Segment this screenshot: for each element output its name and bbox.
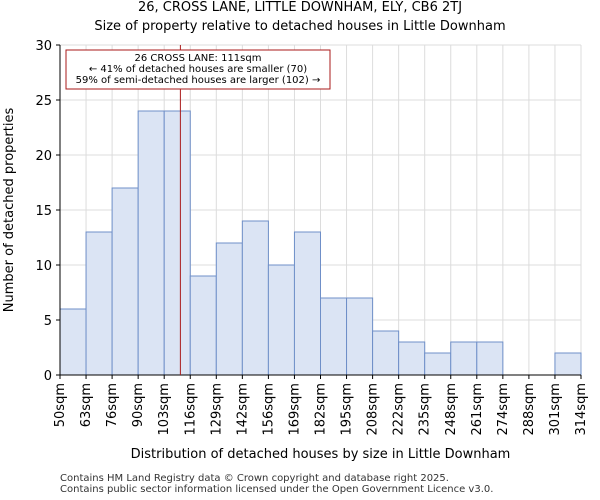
x-tick-label-50sqm: 50sqm	[53, 383, 68, 427]
bar-195sqm	[346, 297, 374, 376]
bar-156sqm	[267, 264, 295, 376]
x-axis-title: Distribution of detached houses by size …	[131, 447, 511, 462]
x-tick-label-222sqm: 222sqm	[392, 383, 407, 436]
bar-129sqm	[215, 242, 243, 376]
footer-licence: Contains public sector information licen…	[60, 484, 494, 495]
x-tick-label-261sqm: 261sqm	[470, 383, 485, 436]
annotation-line-1: 26 CROSS LANE: 111sqm	[135, 53, 262, 64]
bar-235sqm	[424, 352, 452, 376]
annotation-box	[65, 49, 331, 90]
bar-63sqm	[85, 231, 113, 376]
bar-103sqm	[163, 110, 191, 376]
bar-90sqm	[137, 110, 165, 376]
x-tick-label-274sqm: 274sqm	[496, 383, 511, 436]
y-tick-label-20: 20	[35, 149, 52, 164]
x-tick-label-63sqm: 63sqm	[79, 383, 94, 427]
x-tick-label-90sqm: 90sqm	[131, 383, 146, 427]
x-tick-label-76sqm: 76sqm	[105, 383, 120, 427]
x-tick-label-129sqm: 129sqm	[209, 383, 224, 436]
bar-301sqm	[554, 352, 582, 376]
annotation-line-3: 59% of semi-detached houses are larger (…	[76, 75, 321, 86]
y-axis-title: Number of detached properties	[2, 108, 17, 313]
x-tick-label-301sqm: 301sqm	[548, 383, 563, 436]
y-tick-label-25: 25	[35, 94, 52, 109]
y-tick-label-5: 5	[44, 314, 52, 329]
x-tick-label-169sqm: 169sqm	[287, 383, 302, 436]
x-tick-label-235sqm: 235sqm	[418, 383, 433, 436]
bar-169sqm	[293, 231, 322, 376]
x-ticks: 50sqm 63sqm 76sqm 90sqm 103sqm 116sqm 129sqm 14…	[53, 375, 589, 436]
bar-182sqm	[320, 297, 348, 376]
bar-142sqm	[241, 220, 269, 376]
y-ticks: 0 5 10 15 20 25 30	[35, 39, 60, 384]
x-tick-label-195sqm: 195sqm	[340, 383, 355, 436]
bar-50sqm	[59, 308, 87, 376]
property-annotation: 26 CROSS LANE: 111sqm ← 41% of detached …	[65, 49, 331, 90]
bar-222sqm	[398, 341, 426, 376]
x-tick-label-116sqm: 116sqm	[183, 383, 198, 436]
chart-subtitle: Size of property relative to detached ho…	[94, 19, 506, 34]
bar-116sqm	[189, 275, 217, 376]
x-tick-label-208sqm: 208sqm	[366, 383, 381, 436]
bar-76sqm	[111, 187, 139, 376]
footer-copyright: Contains HM Land Registry data © Crown c…	[60, 473, 449, 484]
x-tick-label-288sqm: 288sqm	[522, 383, 537, 436]
y-tick-label-30: 30	[35, 39, 52, 54]
bar-261sqm	[476, 341, 504, 376]
y-tick-label-10: 10	[35, 259, 52, 274]
x-tick-label-314sqm: 314sqm	[574, 383, 589, 436]
y-tick-label-15: 15	[35, 204, 52, 219]
x-tick-label-248sqm: 248sqm	[444, 383, 459, 436]
annotation-line-2: ← 41% of detached houses are smaller (70…	[89, 64, 307, 75]
x-tick-label-156sqm: 156sqm	[261, 383, 276, 436]
x-tick-label-182sqm: 182sqm	[314, 383, 329, 436]
bar-208sqm	[372, 330, 400, 376]
bar-248sqm	[450, 341, 478, 376]
x-tick-label-103sqm: 103sqm	[157, 383, 172, 436]
chart-title: 26, CROSS LANE, LITTLE DOWNHAM, ELY, CB6…	[137, 0, 463, 15]
x-tick-label-142sqm: 142sqm	[235, 383, 250, 436]
y-tick-label-0: 0	[44, 369, 52, 384]
